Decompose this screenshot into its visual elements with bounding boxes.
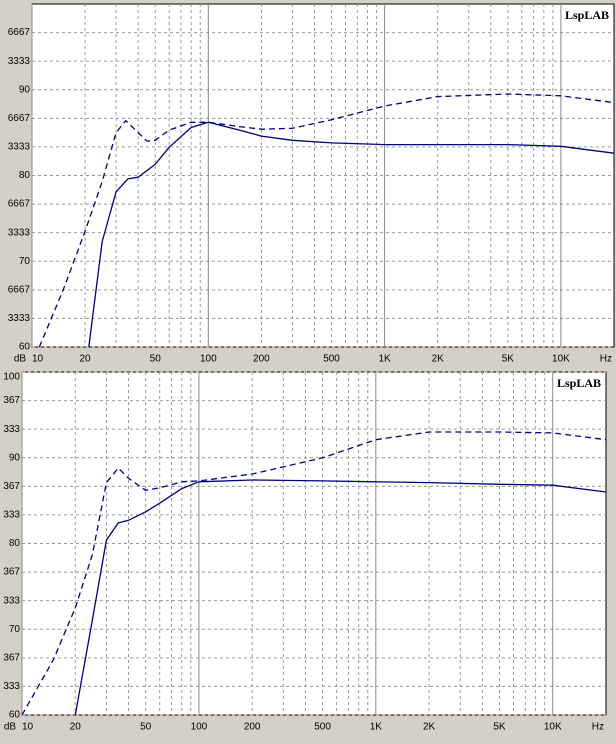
line-series bbox=[22, 431, 606, 715]
x-unit: Hz bbox=[600, 354, 612, 365]
x-tick-label: 1K bbox=[370, 722, 383, 733]
x-tick-label: 1K bbox=[379, 354, 392, 365]
x-tick-label: 5K bbox=[493, 722, 506, 733]
x-tick-label: 10 bbox=[32, 354, 44, 365]
y-tick-label: 3333 bbox=[8, 227, 31, 238]
x-tick-label: 2K bbox=[423, 722, 436, 733]
y-tick-label: 367 bbox=[3, 395, 20, 406]
y-tick-label: 6667 bbox=[8, 113, 31, 124]
y-tick-label: 6667 bbox=[8, 27, 31, 38]
y-tick-label: 100 bbox=[3, 372, 20, 383]
y-tick-label: 60 bbox=[9, 710, 21, 721]
line-series bbox=[88, 121, 614, 347]
y-tick-label: 3333 bbox=[8, 56, 31, 67]
x-unit: Hz bbox=[592, 722, 604, 733]
y-tick-label: 70 bbox=[9, 624, 21, 635]
y-tick-label: 80 bbox=[19, 170, 31, 181]
x-tick-label: 100 bbox=[200, 354, 217, 365]
x-tick-label: 10K bbox=[552, 354, 570, 365]
y-tick-label: 80 bbox=[9, 538, 21, 549]
x-tick-label: 200 bbox=[244, 722, 261, 733]
x-tick-label: 10 bbox=[22, 722, 34, 733]
x-tick-label: 50 bbox=[150, 354, 162, 365]
line-series bbox=[38, 93, 614, 347]
y-tick-label: 60 bbox=[19, 342, 31, 353]
x-tick-label: 200 bbox=[253, 354, 270, 365]
y-tick-label: 333 bbox=[3, 595, 20, 606]
watermark: LspLAB bbox=[565, 8, 609, 22]
y-tick-label: 6667 bbox=[8, 284, 31, 295]
line-series bbox=[74, 479, 606, 715]
x-tick-label: 5K bbox=[502, 354, 515, 365]
y-tick-label: 367 bbox=[3, 567, 20, 578]
y-unit: dB bbox=[14, 354, 27, 365]
x-tick-label: 100 bbox=[191, 722, 208, 733]
x-tick-label: 10K bbox=[544, 722, 562, 733]
y-tick-label: 3333 bbox=[8, 313, 31, 324]
y-tick-label: 90 bbox=[9, 452, 21, 463]
y-tick-label: 70 bbox=[19, 256, 31, 267]
y-tick-label: 367 bbox=[3, 481, 20, 492]
y-tick-label: 6667 bbox=[8, 199, 31, 210]
x-tick-label: 2K bbox=[432, 354, 445, 365]
x-tick-label: 20 bbox=[70, 722, 82, 733]
y-tick-label: 333 bbox=[3, 681, 20, 692]
y-tick-label: 333 bbox=[3, 510, 20, 521]
x-tick-label: 20 bbox=[80, 354, 92, 365]
y-tick-label: 3333 bbox=[8, 142, 31, 153]
y-unit: dB bbox=[4, 722, 17, 733]
y-tick-label: 90 bbox=[19, 84, 31, 95]
watermark: LspLAB bbox=[557, 376, 601, 390]
plot-area bbox=[21, 371, 607, 716]
y-tick-label: 333 bbox=[3, 424, 20, 435]
x-tick-label: 50 bbox=[140, 722, 152, 733]
x-tick-label: 500 bbox=[314, 722, 331, 733]
x-tick-label: 500 bbox=[323, 354, 340, 365]
y-tick-label: 367 bbox=[3, 652, 20, 663]
